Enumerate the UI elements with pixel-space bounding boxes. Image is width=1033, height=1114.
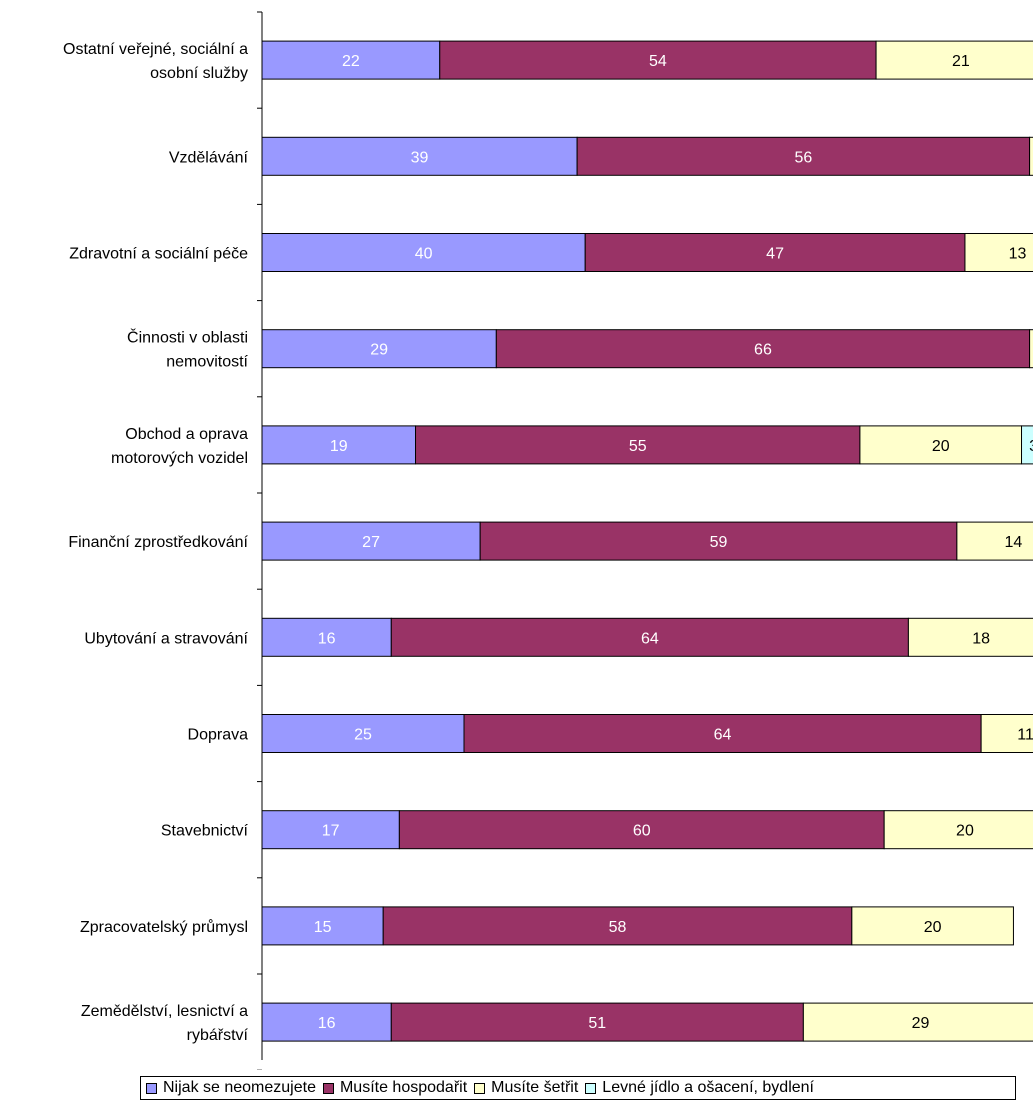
bar-data-label: 3 bbox=[1029, 438, 1033, 455]
bar-data-label: 60 bbox=[633, 823, 651, 840]
bar-segment-series-1 bbox=[261, 521, 481, 561]
bar-segment-series-3 bbox=[859, 425, 1023, 465]
category-label: Doprava bbox=[188, 727, 249, 744]
bar-segment-series-2 bbox=[495, 329, 1031, 369]
bar-data-label: 40 bbox=[415, 246, 433, 263]
legend: Nijak se neomezujete Musíte hospodařit M… bbox=[140, 1076, 1016, 1100]
bar-data-label: 54 bbox=[649, 53, 667, 70]
category-label: Stavebnictví bbox=[161, 823, 249, 840]
legend-label-1: Nijak se neomezujete bbox=[163, 1079, 316, 1096]
bar-segment-series-1 bbox=[261, 810, 400, 850]
category-label: Zdravotní a sociální péče bbox=[69, 246, 248, 263]
bar-segment-series-2 bbox=[390, 1002, 804, 1042]
bar-segment-series-2 bbox=[415, 425, 861, 465]
bar-segment-series-2 bbox=[390, 617, 909, 657]
bar-data-label: 20 bbox=[924, 919, 942, 936]
category-label: Vzdělávání bbox=[169, 149, 249, 166]
category-label: Ubytování a stravování bbox=[84, 630, 248, 647]
bar-data-label: 29 bbox=[370, 342, 388, 359]
category-label: Činnosti v oblasti bbox=[127, 328, 248, 347]
bar-segment-series-3 bbox=[875, 40, 1033, 80]
bar-segment-series-3 bbox=[964, 233, 1033, 272]
category-labels: Ostatní veřejné, sociální a osobní služby… bbox=[63, 41, 249, 1044]
legend-item-3: Musíte šetřit bbox=[474, 1079, 578, 1097]
category-label: osobní služby bbox=[150, 65, 248, 82]
legend-item-2: Musíte hospodařit bbox=[322, 1079, 468, 1097]
category-label: Zpracovatelský průmysl bbox=[80, 918, 248, 936]
bars-layer: 2254213956640471329665195520327591416641… bbox=[261, 40, 1033, 1042]
bar-segment-series-3 bbox=[883, 810, 1033, 850]
bar-segment-series-2 bbox=[439, 40, 877, 80]
bar-segment-series-4 bbox=[1021, 425, 1033, 465]
bar-segment-series-1 bbox=[261, 617, 392, 657]
bar-segment-series-1 bbox=[261, 714, 465, 753]
bar-segment-series-1 bbox=[261, 233, 586, 272]
bar-data-label: 64 bbox=[714, 727, 732, 744]
category-label: Ostatní veřejné, sociální a bbox=[63, 41, 248, 58]
bar-segment-series-2 bbox=[479, 521, 958, 561]
bar-data-label: 14 bbox=[1005, 534, 1023, 551]
bar-data-label: 16 bbox=[318, 1015, 336, 1032]
bar-data-label: 39 bbox=[411, 149, 429, 166]
category-axis bbox=[257, 11, 263, 1070]
category-label: rybářství bbox=[187, 1027, 249, 1044]
bar-data-label: 20 bbox=[932, 438, 950, 455]
bar-data-label: 66 bbox=[754, 342, 772, 359]
bar-data-label: 17 bbox=[322, 823, 340, 840]
bar-segment-series-3 bbox=[907, 617, 1033, 657]
legend-swatch-1 bbox=[146, 1082, 157, 1094]
bar-segment-series-2 bbox=[584, 233, 966, 272]
legend-item-4: Levné jídlo a ošacení, bydlení bbox=[585, 1079, 814, 1097]
bar-segment-series-3 bbox=[956, 521, 1033, 561]
bar-data-label: 59 bbox=[710, 534, 728, 551]
bar-data-label: 64 bbox=[641, 630, 659, 647]
bar-segment-series-1 bbox=[261, 40, 441, 80]
category-label: motorových vozidel bbox=[111, 450, 248, 467]
bar-segment-series-3 bbox=[851, 906, 1014, 946]
bar-data-label: 47 bbox=[766, 246, 784, 263]
bar-data-label: 16 bbox=[318, 630, 336, 647]
bar-segment-series-1 bbox=[261, 136, 578, 176]
bar-data-label: 20 bbox=[956, 823, 974, 840]
category-label: Finanční zprostředkování bbox=[68, 534, 248, 551]
bar-segment-series-1 bbox=[261, 425, 417, 465]
bar-data-label: 25 bbox=[354, 727, 372, 744]
legend-label-2: Musíte hospodařit bbox=[339, 1079, 468, 1096]
bar-data-label: 13 bbox=[1009, 246, 1027, 263]
bar-segment-series-3 bbox=[980, 714, 1033, 753]
legend-swatch-3 bbox=[474, 1082, 486, 1094]
bar-segment-series-2 bbox=[382, 906, 853, 946]
category-label: Obchod a oprava bbox=[125, 426, 248, 443]
bar-data-label: 15 bbox=[314, 919, 332, 936]
legend-label-3: Musíte šetřit bbox=[491, 1079, 579, 1096]
bar-segment-series-1 bbox=[261, 906, 384, 946]
bar-data-label: 56 bbox=[794, 149, 812, 166]
bar-data-label: 55 bbox=[629, 438, 647, 455]
bar-segment-series-3 bbox=[1029, 329, 1033, 369]
legend-swatch-4 bbox=[585, 1082, 597, 1094]
legend-label-4: Levné jídlo a ošacení, bydlení bbox=[602, 1079, 814, 1096]
bar-data-label: 22 bbox=[342, 53, 360, 70]
bar-data-label: 27 bbox=[362, 534, 380, 551]
bar-segment-series-3 bbox=[802, 1002, 1033, 1042]
bar-data-label: 19 bbox=[330, 438, 348, 455]
bar-data-label: 29 bbox=[912, 1015, 930, 1032]
bar-data-label: 58 bbox=[609, 919, 627, 936]
legend-item-1: Nijak se neomezujete bbox=[146, 1079, 316, 1097]
bar-data-label: 11 bbox=[1017, 727, 1033, 744]
bar-segment-series-2 bbox=[576, 136, 1031, 176]
bar-segment-series-3 bbox=[1029, 136, 1033, 176]
bar-segment-series-2 bbox=[463, 714, 982, 753]
bar-data-label: 51 bbox=[588, 1015, 606, 1032]
legend-swatch-2 bbox=[322, 1082, 334, 1094]
bar-data-label: 21 bbox=[952, 53, 970, 70]
bar-data-label: 18 bbox=[972, 630, 990, 647]
category-label: Zemědělství, lesnictví a bbox=[81, 1003, 248, 1020]
category-label: nemovitostí bbox=[166, 354, 248, 371]
bar-segment-series-2 bbox=[398, 810, 885, 850]
chart-plot: 2254213956640471329665195520327591416641… bbox=[63, 11, 1033, 1070]
